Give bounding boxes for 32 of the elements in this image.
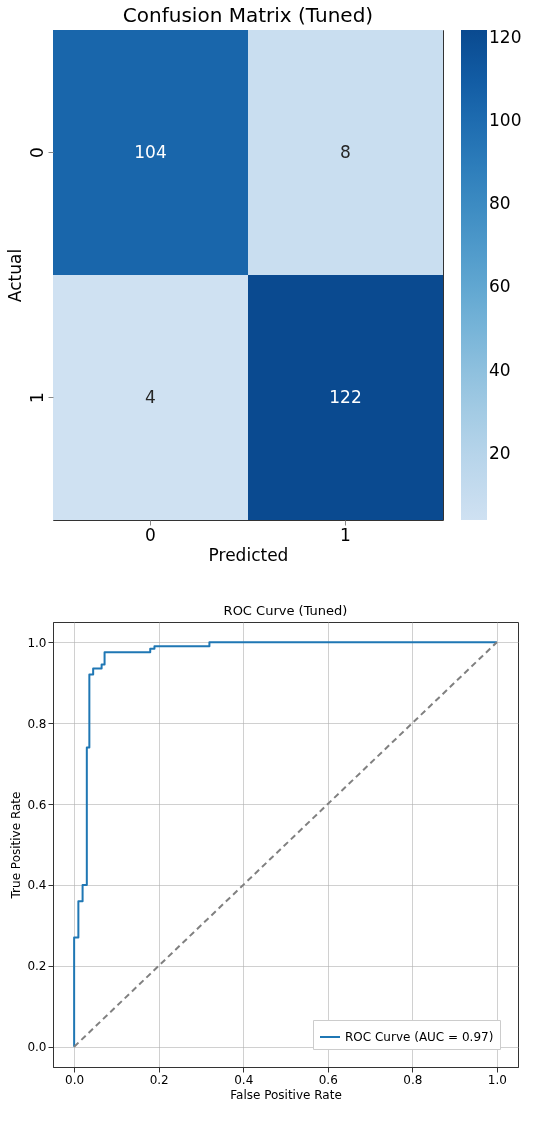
x-axis-title: Predicted [208, 544, 289, 565]
x-tick-label: 0.4 [234, 1072, 254, 1087]
y-tick-label: 0.0 [27, 1040, 47, 1055]
x-tick-label: 1.0 [487, 1072, 507, 1087]
data-label: 8 [340, 141, 351, 162]
y-axis-title: Actual [4, 248, 25, 303]
chart-title: ROC Curve (Tuned) [223, 603, 348, 618]
y-tick-label: 0.4 [27, 878, 47, 893]
y-tick-label: 1.0 [27, 635, 47, 650]
y-tick-label: 0.2 [27, 959, 47, 974]
x-tick-label: 0.8 [403, 1072, 423, 1087]
y-tick-label: 0.8 [27, 716, 47, 731]
color-bar-label: 60 [489, 276, 511, 297]
color-bar-label: 40 [489, 359, 511, 380]
x-tick-label: 0.0 [65, 1072, 85, 1087]
line-series [73, 641, 498, 1048]
color-bar-label: 120 [489, 27, 522, 48]
data-label: 104 [134, 141, 167, 162]
color-bar-label: 100 [489, 110, 522, 131]
chart-title: Confusion Matrix (Tuned) [122, 3, 374, 27]
y-axis-title: True Positive Rate [9, 791, 24, 900]
y-tick-label: 1 [26, 392, 47, 403]
legend-label: ROC Curve (AUC = 0.97) [345, 1030, 494, 1044]
data-label: 4 [145, 386, 156, 407]
x-tick-label: 0.6 [318, 1072, 338, 1087]
y-tick-label: 0.6 [27, 797, 47, 812]
y-tick-label: 0 [26, 147, 47, 158]
x-axis-title: False Positive Rate [230, 1087, 342, 1102]
color-bar-label: 80 [489, 193, 511, 214]
color-bar-label: 20 [489, 442, 511, 463]
data-label: 122 [329, 386, 362, 407]
x-tick-label: 0.2 [149, 1072, 169, 1087]
